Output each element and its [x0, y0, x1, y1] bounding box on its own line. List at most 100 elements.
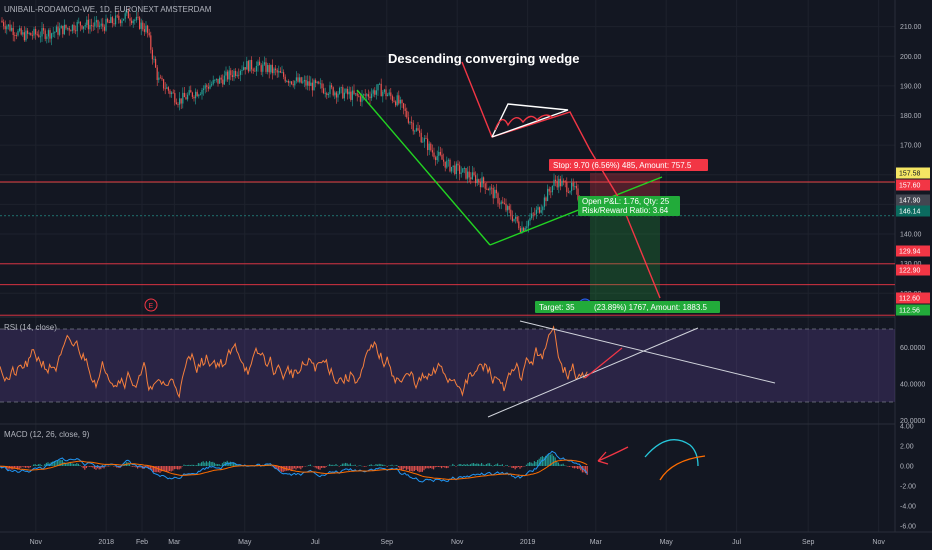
- candle-body: [439, 151, 441, 155]
- candle-body: [230, 70, 232, 76]
- macd-histogram-bar: [525, 464, 527, 466]
- macd-histogram-bar: [15, 466, 17, 469]
- earnings-marker[interactable]: [144, 298, 158, 312]
- candle-body: [409, 122, 411, 124]
- candle-body: [462, 168, 464, 173]
- candle-body: [383, 89, 385, 92]
- macd-histogram-bar: [364, 466, 366, 467]
- macd-histogram-bar: [529, 462, 531, 466]
- macd-histogram-bar: [386, 466, 388, 467]
- candle-body: [289, 81, 291, 83]
- candle-body: [415, 128, 417, 131]
- macd-histogram-bar: [533, 461, 535, 466]
- macd-histogram-bar: [447, 466, 449, 468]
- candle-body: [187, 94, 189, 100]
- candle-body: [363, 94, 365, 96]
- candle-body: [452, 165, 454, 167]
- macd-histogram-bar: [129, 463, 131, 466]
- macd-histogram-bar: [138, 466, 140, 468]
- macd-histogram-bar: [445, 466, 447, 469]
- pnl-label: Open P&L: 1.76, Qty: 25: [582, 197, 670, 206]
- macd-histogram-bar: [325, 466, 327, 467]
- candle-body: [379, 83, 381, 85]
- candle-body: [92, 25, 94, 27]
- macd-histogram-bar: [5, 466, 7, 469]
- macd-histogram-bar: [201, 462, 203, 466]
- candle-body: [63, 24, 65, 35]
- price-level-tags: 157.58 157.60 147.90 146.14 129.94 122.90 112.…: [896, 167, 930, 316]
- time-tick-label: Sep: [802, 539, 815, 546]
- macd-histogram-bar: [74, 463, 76, 466]
- macd-histogram-bar: [218, 464, 220, 466]
- macd-histogram-bar: [186, 465, 188, 466]
- macd-histogram-bar: [55, 460, 57, 466]
- candle-body: [246, 61, 248, 70]
- time-axis[interactable]: Nov 2018 Feb Mar May Jul Sep Nov 2019 Mar May Jul Se…: [30, 539, 932, 546]
- macd-histogram-bar: [191, 464, 193, 466]
- candle-body: [279, 71, 281, 73]
- macd-histogram-bar: [513, 466, 515, 468]
- candle-body: [540, 210, 542, 213]
- macd-histogram-bar: [516, 466, 518, 468]
- candle-body: [110, 17, 112, 23]
- candle-body: [527, 220, 529, 227]
- macd-histogram-bar: [405, 466, 407, 470]
- earnings-marker-label: E: [149, 303, 154, 310]
- macd-histogram-bar: [188, 464, 190, 466]
- candle-body: [420, 132, 422, 143]
- candle-body: [220, 77, 222, 80]
- rsi-trend-upper: [519, 320, 776, 384]
- macd-histogram-bar: [28, 466, 30, 469]
- candle-body: [1, 20, 3, 23]
- candle-body: [326, 93, 328, 96]
- price-axis[interactable]: 210.00200.00190.00180.00170.00160.00150.…: [900, 24, 922, 298]
- candle-body: [481, 177, 483, 188]
- macd-histogram-bar: [151, 466, 153, 471]
- candle-body: [118, 15, 120, 20]
- macd-histogram-bar: [468, 464, 470, 466]
- macd-histogram-bar: [441, 466, 443, 469]
- macd-histogram-bar: [95, 466, 97, 470]
- candle-body: [403, 103, 405, 109]
- price-tick-label: 200.00: [900, 54, 922, 61]
- macd-axis[interactable]: 4.00 2.00 0.00 -2.00 -4.00 -6.00: [900, 424, 916, 531]
- candle-body: [177, 104, 179, 105]
- candle-body: [345, 89, 347, 93]
- candle-body: [156, 67, 158, 80]
- macd-histogram-bar: [66, 463, 68, 466]
- price-pane[interactable]: Descending converging wedge E D Stop: 9.…: [0, 5, 895, 316]
- macd-histogram-bar: [338, 466, 340, 467]
- macd-pane[interactable]: MACD (12, 26, close, 9): [0, 430, 706, 483]
- candle-body: [319, 83, 321, 85]
- macd-histogram-bar: [23, 466, 25, 468]
- candle-body: [158, 77, 160, 80]
- macd-histogram-bar: [17, 466, 19, 470]
- candle-body: [275, 68, 277, 71]
- candle-body: [41, 28, 43, 37]
- macd-histogram-bar: [69, 462, 71, 466]
- candle-body: [52, 32, 54, 34]
- macd-histogram-bar: [471, 463, 473, 466]
- candle-body: [121, 20, 123, 24]
- macd-histogram-bar: [436, 466, 438, 467]
- macd-histogram-bar: [466, 463, 468, 466]
- candle-body: [111, 17, 113, 24]
- candle-body: [75, 30, 77, 32]
- candle-body: [324, 93, 326, 94]
- candle-body: [297, 77, 299, 82]
- candle-body: [478, 179, 480, 183]
- candle-body: [407, 117, 409, 123]
- candle-body: [484, 183, 486, 189]
- candle-body: [17, 30, 19, 36]
- macd-histogram-bar: [13, 466, 15, 469]
- candle-body: [199, 94, 201, 96]
- macd-histogram-bar: [399, 466, 401, 470]
- candle-body: [523, 227, 525, 231]
- rsi-pane[interactable]: RSI (14, close): [0, 320, 895, 418]
- candle-body: [222, 79, 224, 85]
- macd-histogram-bar: [177, 466, 179, 470]
- candle-body: [55, 26, 57, 33]
- candle-body: [147, 25, 149, 33]
- rsi-axis[interactable]: 60.0000 40.0000 20.0000: [900, 345, 925, 425]
- time-tick-label: Feb: [136, 539, 148, 546]
